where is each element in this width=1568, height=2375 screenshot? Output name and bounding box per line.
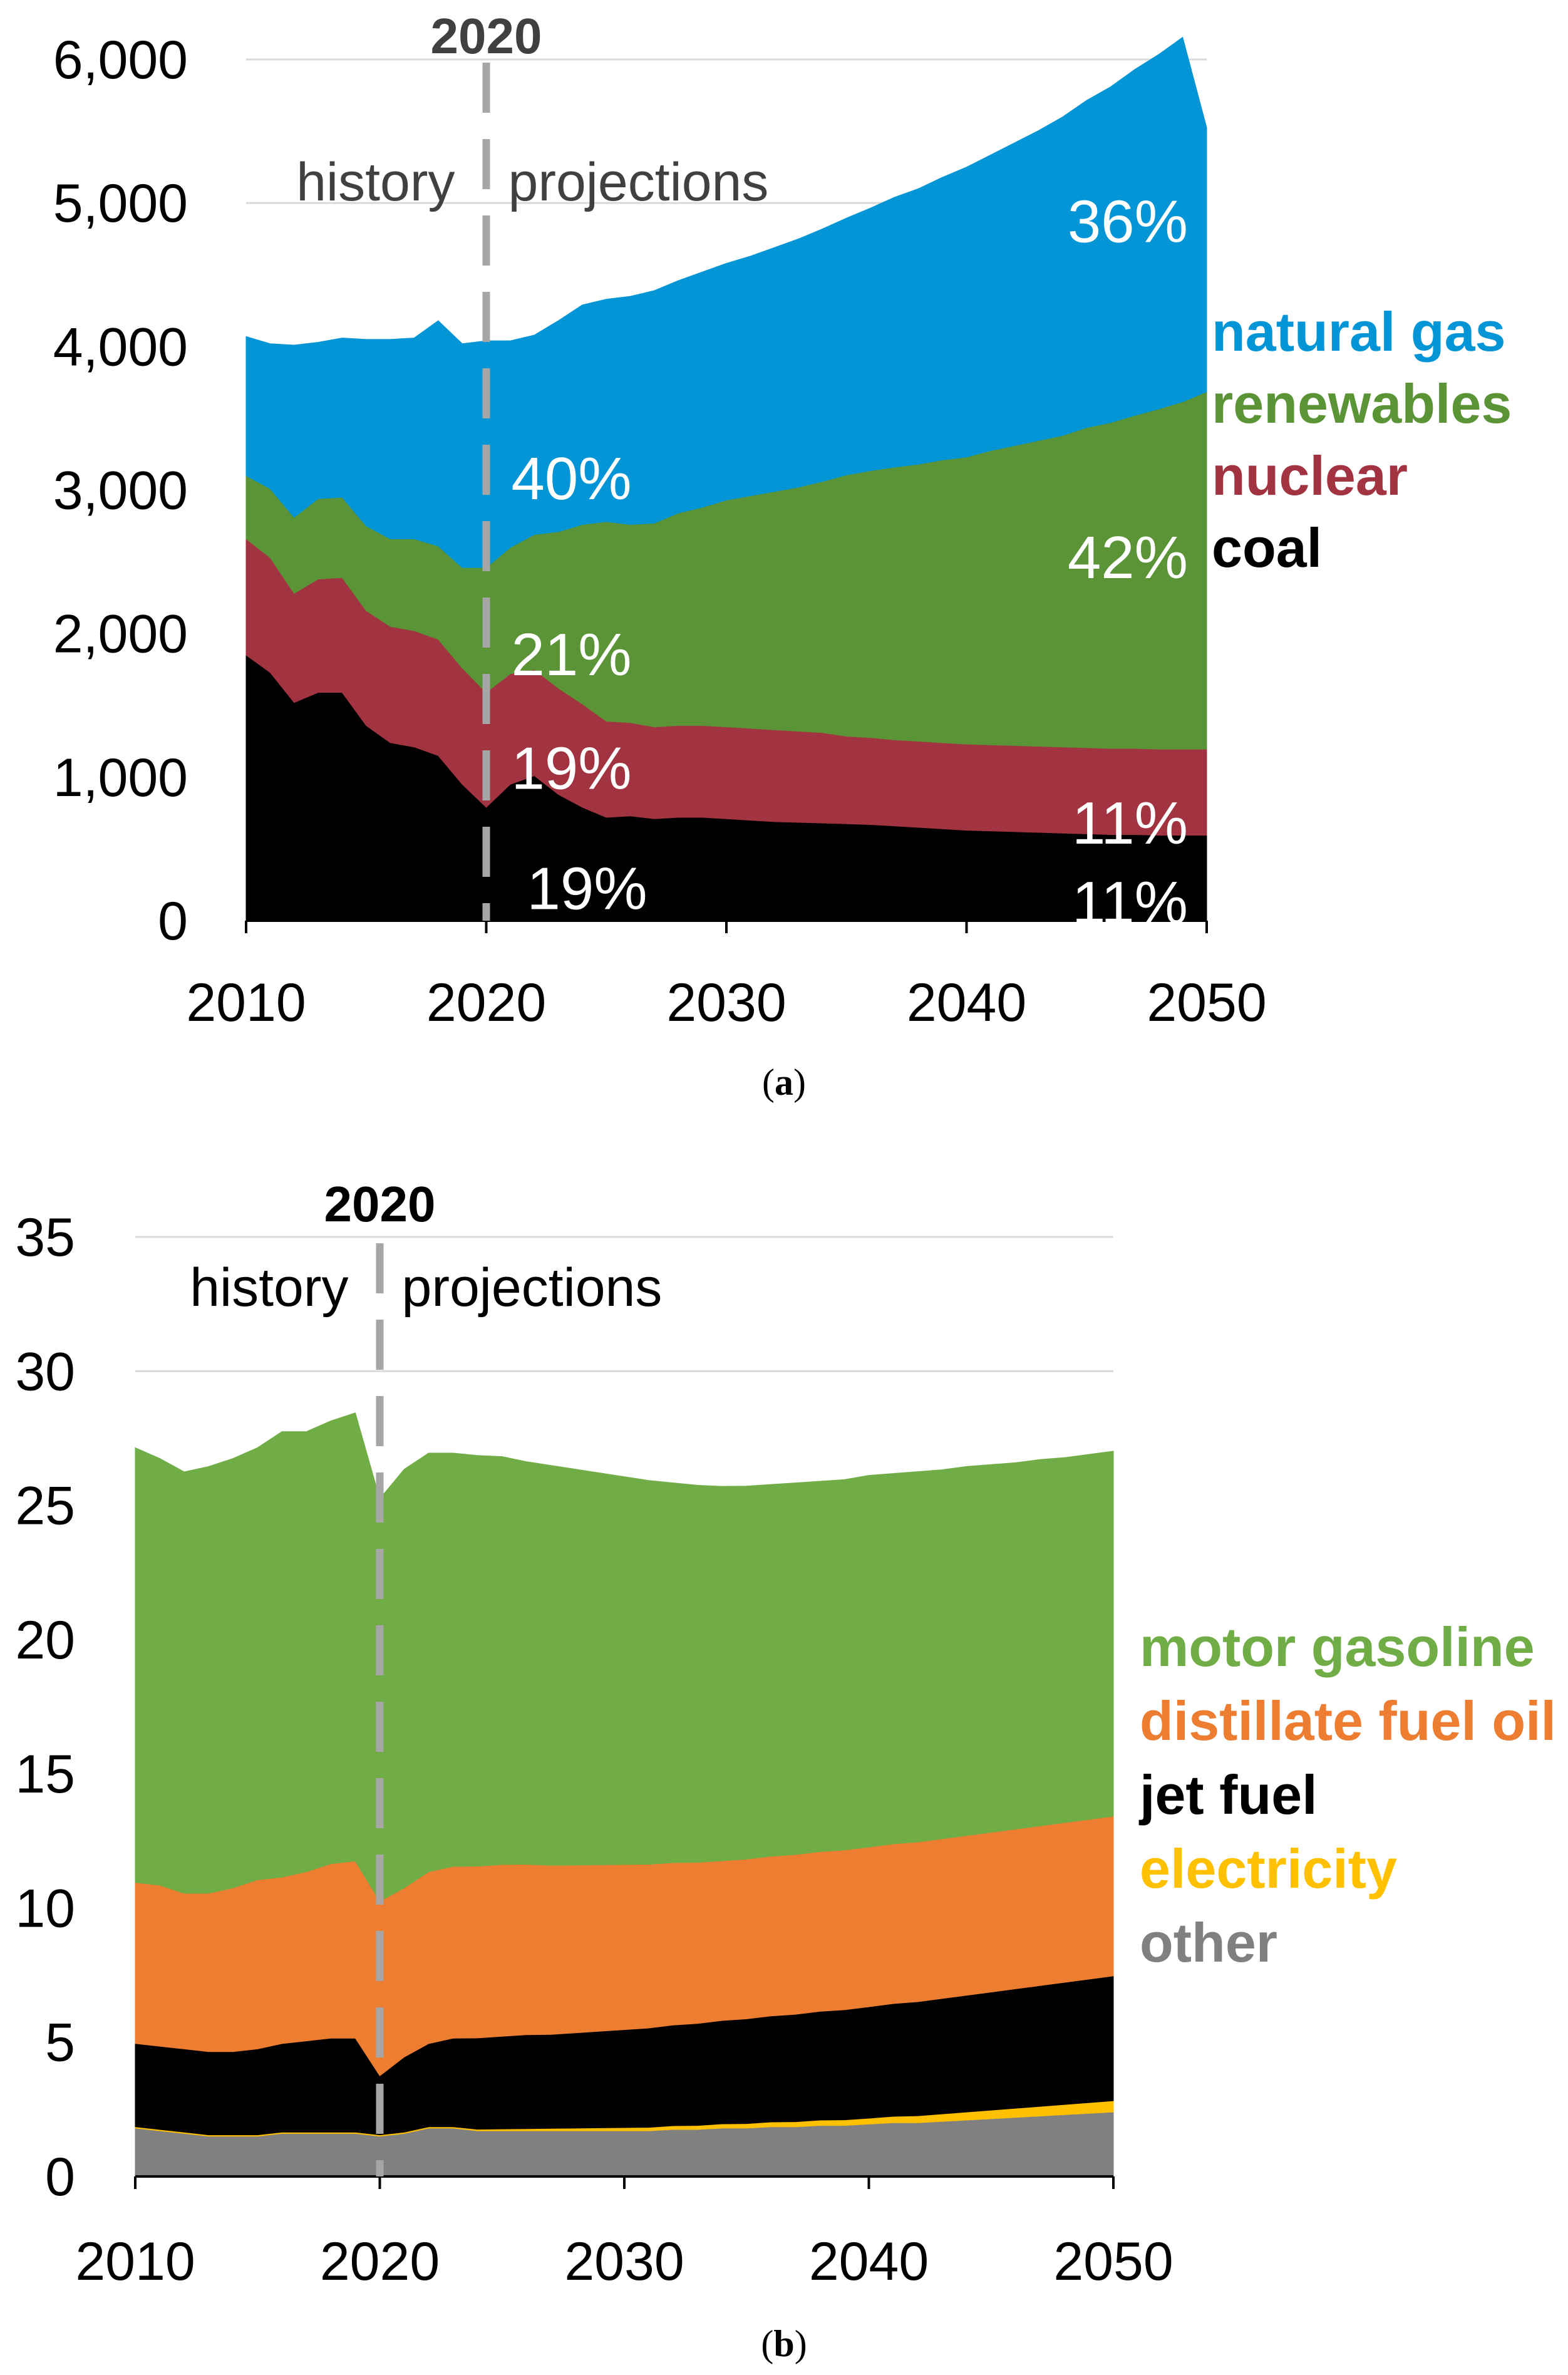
pct-label-coal-2050: 11% [1072,869,1188,936]
legend: natural gas renewables nuclear coal [1212,301,1512,579]
y-tick-label: 35 [15,1208,75,1268]
legend-item-coal: coal [1212,517,1322,579]
y-tick-label: 0 [158,891,188,951]
caption-b: (b) [761,2323,807,2364]
x-tick-label: 2050 [1147,973,1266,1033]
legend-item-distillate-fuel-oil: distillate fuel oil [1140,1690,1556,1752]
projections-label: projections [402,1258,663,1318]
legend-item-motor-gasoline: motor gasoline [1140,1616,1535,1678]
x-tick-label: 2020 [320,2232,440,2292]
y-tick-label: 4,000 [53,317,188,377]
chart-a: 2010 2020 2030 2040 2050 0 1,000 2,000 3,000 4,0… [53,8,1512,1103]
y-tick-label: 0 [45,2147,75,2207]
y-tick-label: 30 [15,1342,75,1402]
x-tick-label: 2050 [1053,2232,1173,2292]
marker-label-2020: 2020 [324,1176,436,1232]
stacked-areas [135,1412,1114,2177]
y-tick-label: 25 [15,1476,75,1536]
pct-label-coal-2020: 19% [527,855,647,922]
legend-item-jet-fuel: jet fuel [1138,1764,1318,1826]
legend: motor gasoline distillate fuel oil jet fue… [1138,1616,1556,1974]
x-tick-label: 2030 [666,973,786,1033]
legend-item-natural-gas: natural gas [1212,301,1505,363]
percentage-labels: 40% 21% 19% 19% 36% 42% 11% 11% [512,189,1189,936]
pct-label-natural-gas-2050: 36% [1068,189,1188,256]
legend-item-other: other [1140,1912,1277,1974]
pct-label-nuclear-2020: 19% [512,735,632,802]
y-tick-label: 20 [15,1610,75,1670]
history-label: history [190,1258,348,1318]
legend-item-electricity: electricity [1140,1838,1397,1900]
x-tick-label: 2040 [907,973,1026,1033]
caption-a: (a) [762,1062,806,1103]
x-tick-label: 2030 [564,2232,684,2292]
chart-b: 2010 2020 2030 2040 2050 0 5 10 15 20 25 30 35 2020… [15,1176,1556,2364]
y-tick-label: 15 [15,1744,75,1804]
legend-item-renewables: renewables [1212,373,1512,435]
y-tick-label: 10 [15,1878,75,1938]
marker-label-2020: 2020 [431,8,542,64]
y-tick-label: 6,000 [53,30,188,90]
area-motor-gasoline [135,1412,1114,1902]
y-tick-label: 5 [45,2013,75,2073]
history-label: history [296,152,455,212]
x-axis-ticks: 2010 2020 2030 2040 2050 [186,921,1267,1033]
area-natural-gas [245,36,1207,568]
y-tick-label: 3,000 [53,461,188,521]
x-tick-label: 2040 [809,2232,929,2292]
x-tick-label: 2010 [75,2232,195,2292]
y-tick-label: 5,000 [53,173,188,234]
y-tick-label: 1,000 [53,748,188,808]
pct-label-renewables-2020: 21% [512,621,632,688]
pct-label-natural-gas-2020: 40% [512,445,632,512]
x-tick-label: 2010 [186,973,306,1033]
x-tick-label: 2020 [426,973,546,1033]
y-axis-ticks: 0 5 10 15 20 25 30 35 [15,1208,75,2207]
projections-label: projections [508,152,769,212]
x-axis-ticks: 2010 2020 2030 2040 2050 [75,2176,1173,2292]
pct-label-nuclear-2050: 11% [1072,790,1188,857]
y-tick-label: 2,000 [53,604,188,665]
y-axis-ticks: 0 1,000 2,000 3,000 4,000 5,000 6,000 [53,30,188,951]
legend-item-nuclear: nuclear [1212,445,1408,507]
pct-label-renewables-2050: 42% [1068,524,1188,591]
